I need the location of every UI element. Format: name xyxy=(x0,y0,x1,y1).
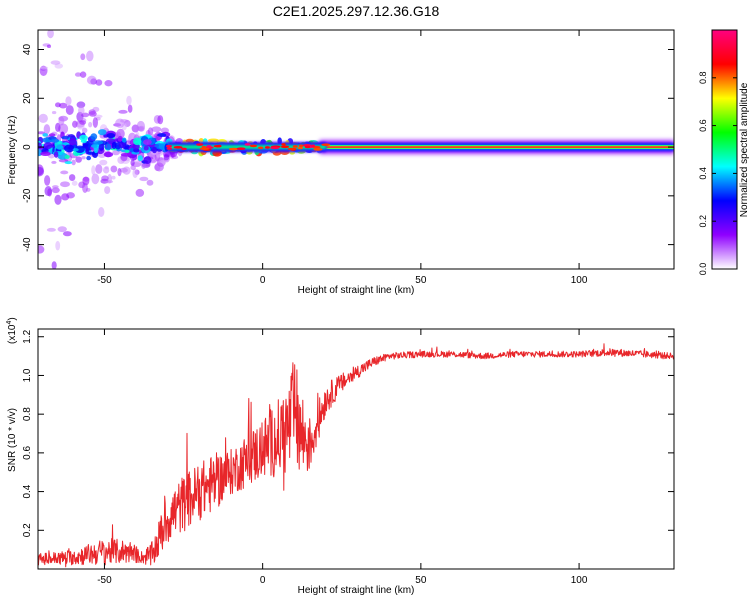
colorbar-tick-label: 0.6 xyxy=(698,119,708,132)
snr-xlabel: Height of straight line (km) xyxy=(298,585,415,596)
colorbar-tick-label: 0.8 xyxy=(698,72,708,85)
snr-xtick-label: -50 xyxy=(97,575,112,586)
spectrogram-ytick-label: 20 xyxy=(22,92,33,104)
spectrogram-xtick-label: -50 xyxy=(97,275,112,286)
spectrogram-ticks: -50 0 50 100 -40 -20 0 20 40 xyxy=(22,30,674,286)
snr-panel: -50 0 50 100 0.2 0.4 0.6 0.8 1.0 1.2 Height of st… xyxy=(6,317,675,596)
spectrogram-xtick-label: 50 xyxy=(415,275,427,286)
spectrogram-ytick-label: -40 xyxy=(22,237,33,252)
snr-xtick-label: 0 xyxy=(260,575,266,586)
colorbar: 0.0 0.2 0.4 0.6 0.8 Normalized spectral ampl… xyxy=(698,29,750,276)
spectrogram-xtick-label: 100 xyxy=(571,275,588,286)
spectrogram-panel: -50 0 50 100 -40 -20 0 20 40 Height of straight … xyxy=(7,29,675,296)
snr-ytick-label: 0.6 xyxy=(22,445,33,459)
colorbar-label: Normalized spectral amplitude xyxy=(739,82,750,217)
colorbar-tick-label: 0.4 xyxy=(698,167,708,180)
snr-ytick-label: 0.2 xyxy=(22,523,33,537)
snr-ytick-label: 0.8 xyxy=(22,407,33,421)
figure-title: C2E1.2025.297.12.36.G18 xyxy=(273,3,440,19)
spectrogram-xtick-label: 0 xyxy=(260,275,266,286)
snr-ylabel: SNR (10 * v/v) xyxy=(7,408,18,472)
colorbar-ticks: 0.0 0.2 0.4 0.6 0.8 xyxy=(698,72,737,276)
snr-xtick-label: 50 xyxy=(415,575,427,586)
colorbar-gradient xyxy=(711,29,738,270)
snr-ytick-label: 1.2 xyxy=(22,329,33,343)
snr-series-line xyxy=(38,343,674,568)
snr-ytick-label: 1.0 xyxy=(22,368,33,382)
spectrogram-frame xyxy=(37,29,675,270)
snr-ticks: -50 0 50 100 0.2 0.4 0.6 0.8 1.0 1.2 xyxy=(22,329,674,586)
spectrogram-ylabel: Frequency (Hz) xyxy=(7,116,18,185)
spectrogram-ytick-label: -20 xyxy=(22,188,33,203)
snr-xtick-label: 100 xyxy=(571,575,588,586)
spectrogram-ytick-label: 0 xyxy=(22,144,33,150)
colorbar-tick-label: 0.0 xyxy=(698,263,708,276)
spectrogram-heatmap xyxy=(38,30,674,269)
snr-y-multiplier: (x104) xyxy=(6,317,18,344)
spectrogram-ytick-label: 40 xyxy=(22,44,33,56)
spectrogram-xlabel: Height of straight line (km) xyxy=(298,285,415,296)
colorbar-tick-label: 0.2 xyxy=(698,215,708,228)
snr-frame xyxy=(37,328,675,570)
snr-ytick-label: 0.4 xyxy=(22,484,33,498)
